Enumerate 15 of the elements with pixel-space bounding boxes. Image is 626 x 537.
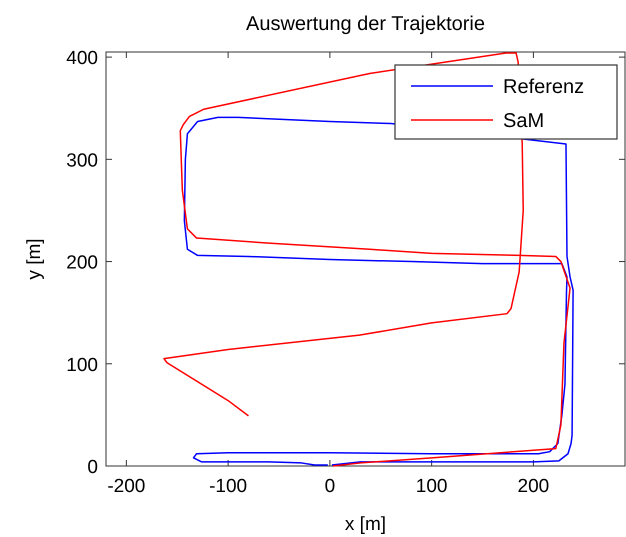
legend-label: SaM (503, 110, 544, 132)
chart-title: Auswertung der Trajektorie (246, 13, 486, 35)
x-tick-label: 0 (324, 476, 336, 497)
y-tick-label: 300 (66, 150, 98, 172)
y-tick-label: 0 (87, 457, 98, 478)
x-tick-label: -100 (209, 476, 248, 497)
y-axis-title: y [m] (24, 238, 45, 280)
x-tick-label: -200 (107, 476, 146, 497)
x-axis-title: x [m] (344, 514, 386, 535)
y-tick-label: 100 (66, 354, 98, 376)
y-tick-label: 200 (66, 252, 98, 274)
x-tick-label: 100 (416, 476, 448, 497)
y-tick-label: 400 (66, 48, 98, 70)
legend-label: Referenz (503, 76, 584, 98)
x-tick-label: 200 (518, 476, 550, 497)
